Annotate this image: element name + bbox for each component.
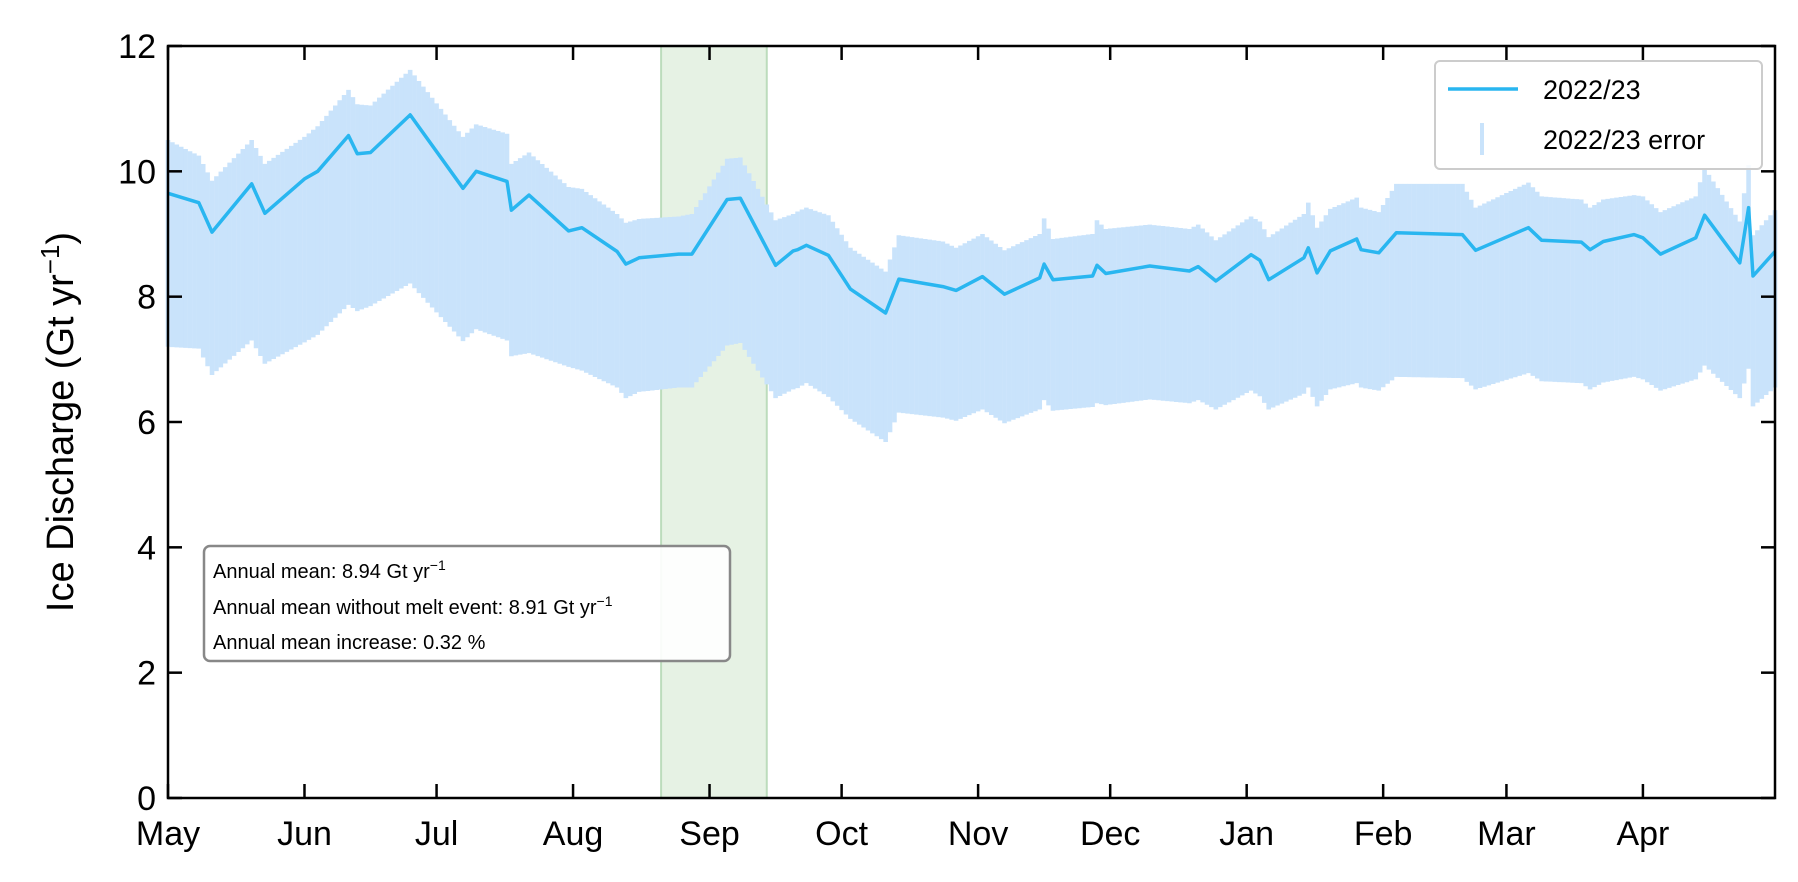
axis-ticks-layer: 0 2 4 6 8 10 12 May Jun Jul Aug Sep Oct Nov Dec Jan Feb M… xyxy=(118,28,1775,853)
x-tick-label: Dec xyxy=(1080,815,1140,853)
annotation-mean-increase: Annual mean increase: 0.32 % xyxy=(213,632,486,654)
x-tick-label: Nov xyxy=(948,815,1008,853)
y-tick-label: 8 xyxy=(137,279,156,317)
annotation-box: Annual mean: 8.94 Gt yr−1 Annual mean wi… xyxy=(202,544,732,663)
melt-event-shading-layer xyxy=(660,46,768,798)
x-tick-label: Mar xyxy=(1477,815,1536,853)
x-tick-label: Jul xyxy=(415,815,458,853)
x-tick-label: Sep xyxy=(679,815,740,853)
y-tick-label: 12 xyxy=(118,28,156,66)
x-tick-label: Jan xyxy=(1219,815,1274,853)
x-tick-label: Oct xyxy=(815,815,868,853)
legend-entry-error: 2022/23 error xyxy=(1543,125,1705,155)
annotation-frame xyxy=(202,544,732,663)
x-tick-label: Jun xyxy=(277,815,332,853)
x-tick-label: Apr xyxy=(1616,815,1669,853)
legend: 2022/23 2022/23 error xyxy=(1434,60,1763,170)
y-tick-label: 6 xyxy=(137,404,156,442)
y-tick-label: 2 xyxy=(137,655,156,693)
annotation-annual-mean: Annual mean: 8.94 Gt yr−1 xyxy=(213,557,446,583)
melt-event-region xyxy=(661,46,767,798)
series-line-2022-23 xyxy=(167,113,1777,315)
x-tick-label: Aug xyxy=(543,815,604,853)
y-axis-label: Ice Discharge (Gt yr−1) xyxy=(35,232,82,612)
x-tick-label: May xyxy=(136,815,200,853)
y-tick-label: 4 xyxy=(137,529,156,567)
legend-entry-line: 2022/23 xyxy=(1543,75,1641,105)
error-bars-layer xyxy=(165,69,1778,443)
y-tick-label: 0 xyxy=(137,780,156,818)
annotation-mean-without-melt: Annual mean without melt event: 8.91 Gt … xyxy=(213,593,613,619)
x-tick-label: Feb xyxy=(1354,815,1413,853)
y-tick-label: 10 xyxy=(118,153,156,191)
series-line-layer xyxy=(167,113,1777,315)
